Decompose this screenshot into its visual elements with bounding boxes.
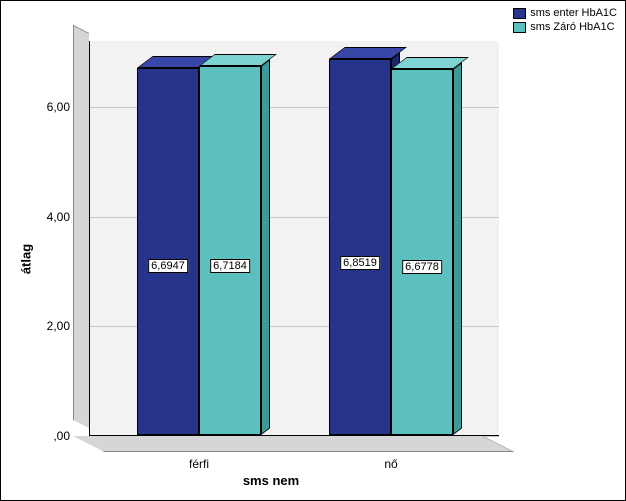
bar: 6,6778 bbox=[391, 69, 453, 435]
bar-value-label: 6,6947 bbox=[148, 259, 188, 273]
y-tick-label: 6,00 bbox=[47, 100, 90, 114]
plot-back-wall: ,002,004,006,00férfi6,69476,7184nő6,8519… bbox=[89, 41, 499, 436]
bar: 6,6947 bbox=[137, 68, 199, 435]
x-axis-title: sms nem bbox=[21, 473, 521, 488]
bar-value-label: 6,7184 bbox=[210, 259, 250, 273]
plot-side-wall bbox=[73, 25, 89, 428]
legend: sms enter HbA1C sms Záró HbA1C bbox=[513, 7, 617, 35]
bar: 6,7184 bbox=[199, 66, 261, 435]
legend-swatch bbox=[513, 8, 526, 19]
legend-label: sms enter HbA1C bbox=[530, 7, 617, 19]
chart-frame: sms enter HbA1Csms Záró HbA1C átlag ,002… bbox=[0, 0, 626, 501]
bar-value-label: 6,6778 bbox=[402, 260, 442, 274]
plot-floor bbox=[73, 436, 514, 452]
legend-item: sms enter HbA1C bbox=[513, 7, 617, 19]
bar: 6,8519 bbox=[329, 59, 391, 435]
y-tick-label: 4,00 bbox=[47, 210, 90, 224]
legend-label: sms Záró HbA1C bbox=[530, 21, 614, 33]
y-tick-label: 2,00 bbox=[47, 319, 90, 333]
y-axis-title: átlag bbox=[19, 243, 34, 273]
chart-area: átlag ,002,004,006,00férfi6,69476,7184nő… bbox=[21, 31, 521, 486]
legend-item: sms Záró HbA1C bbox=[513, 21, 617, 33]
bar-value-label: 6,8519 bbox=[340, 256, 380, 270]
